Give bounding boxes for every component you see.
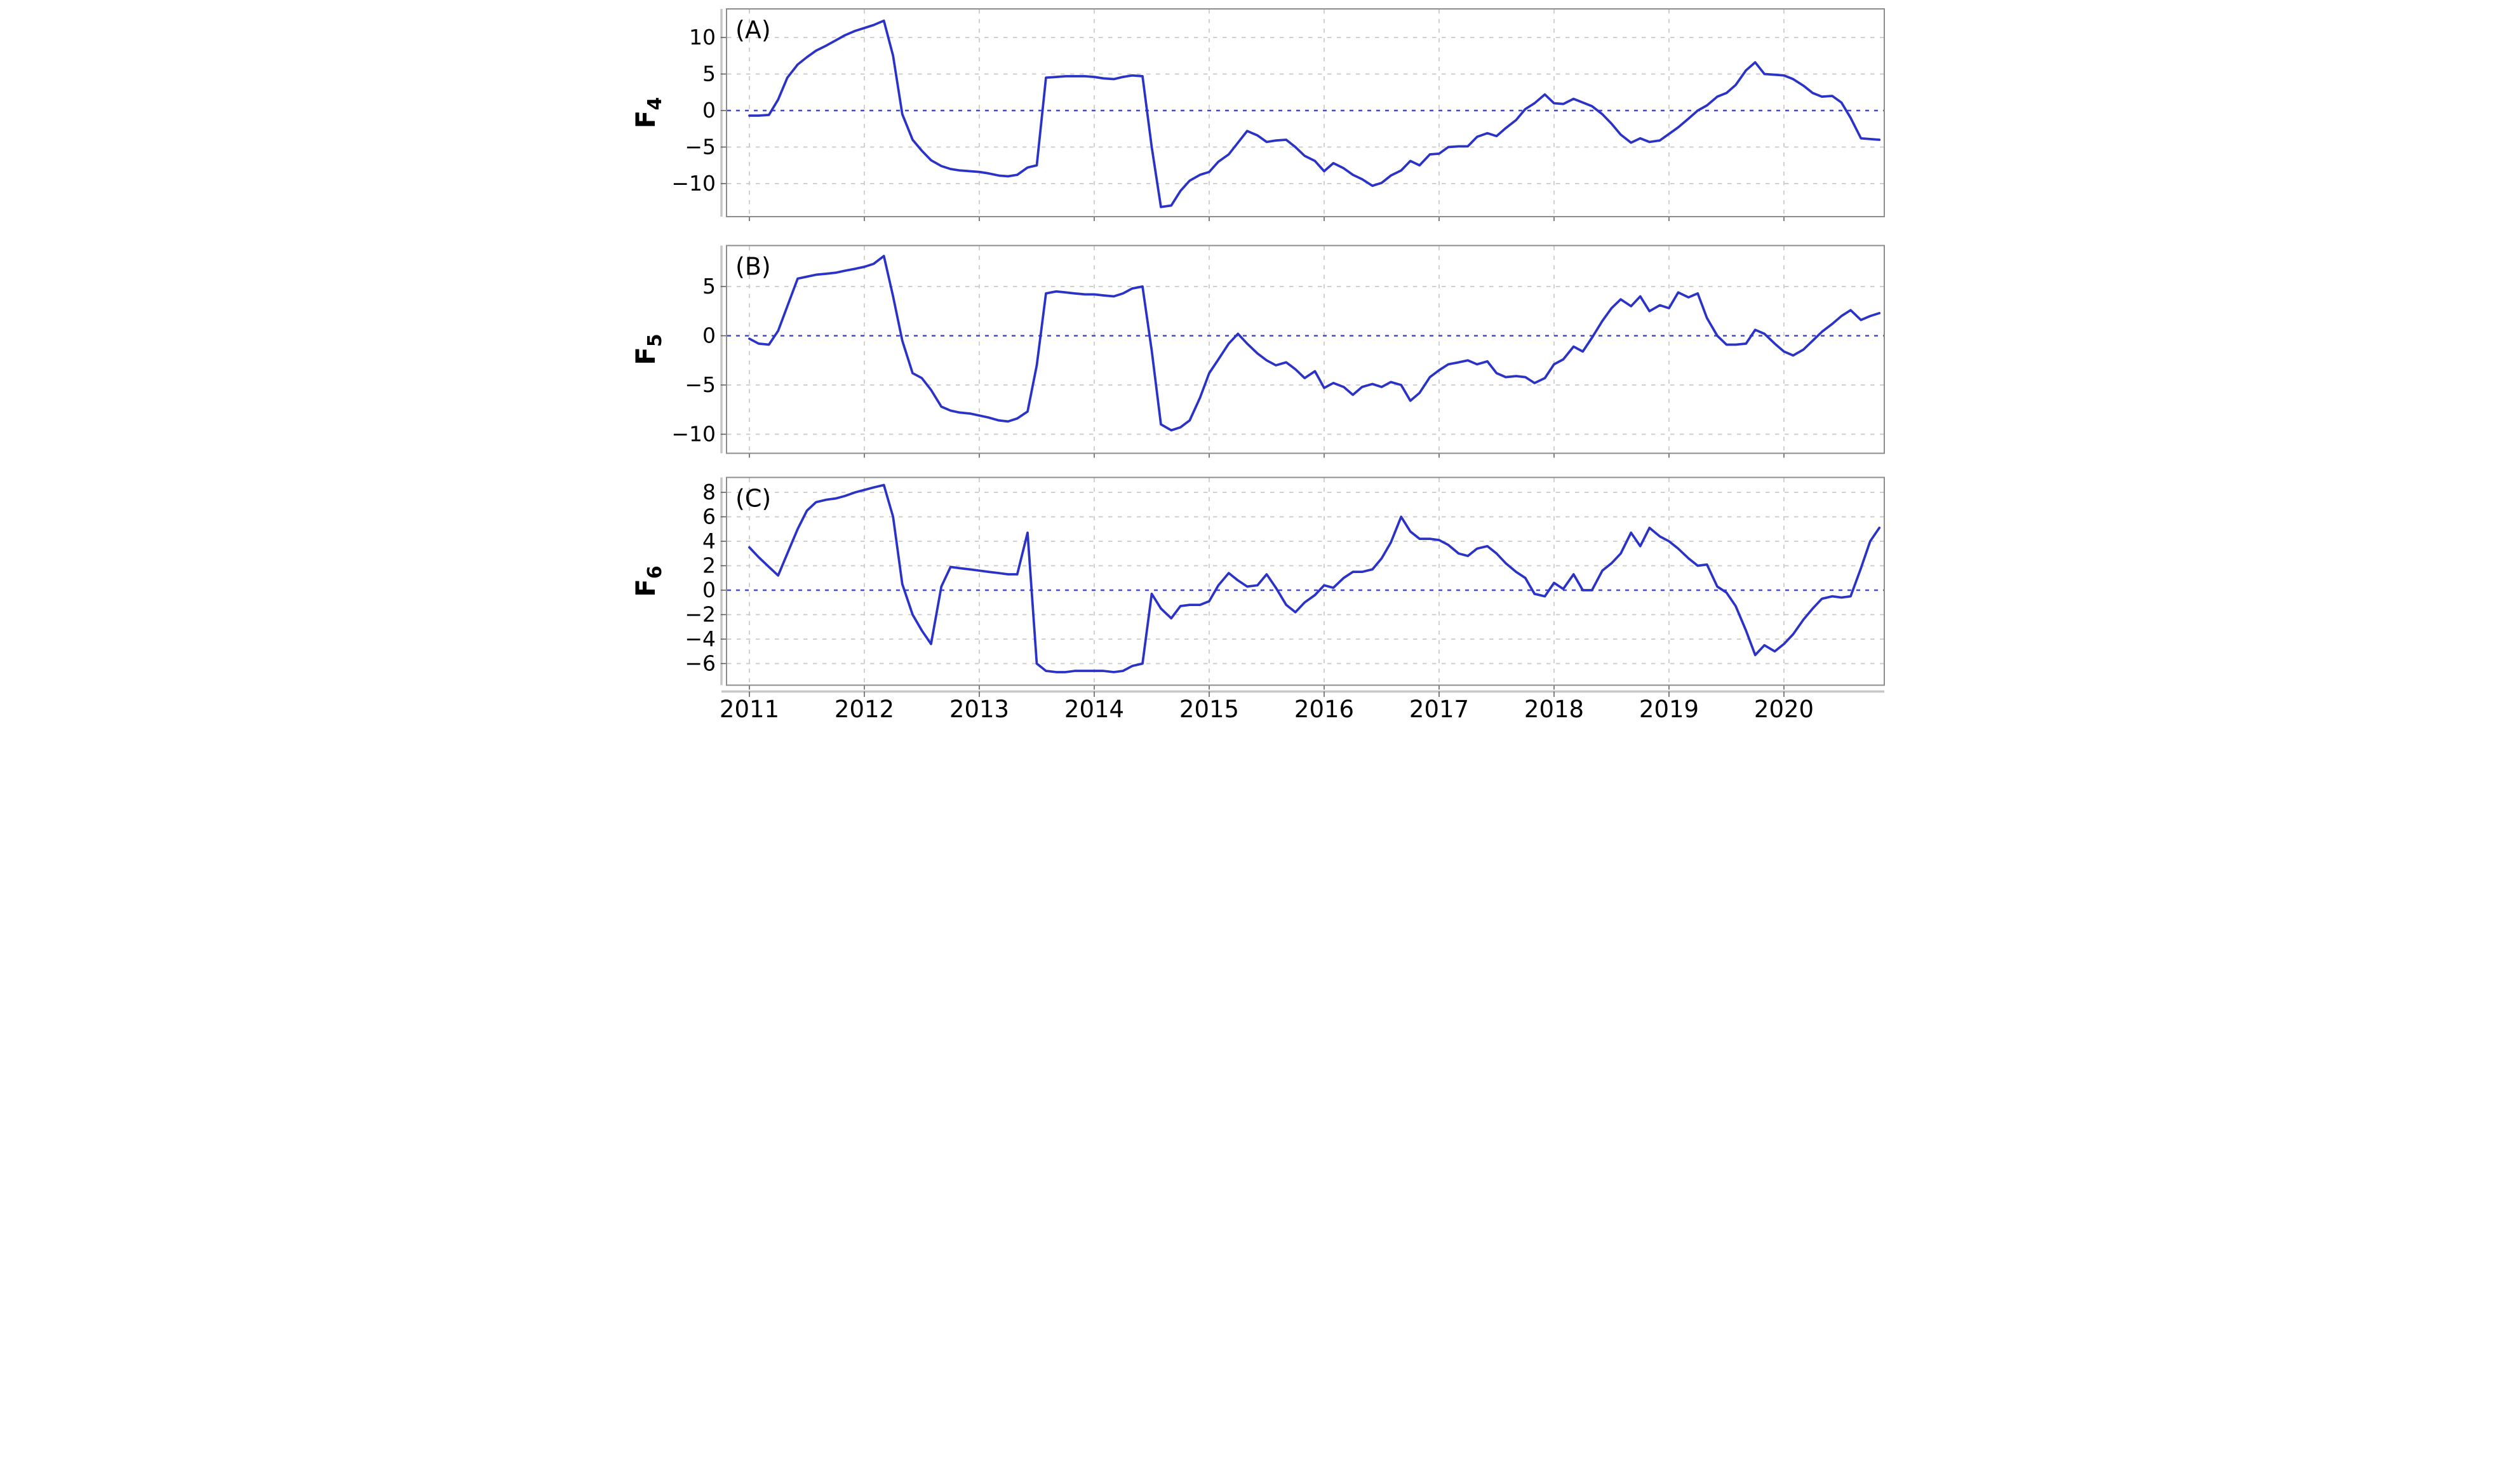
panel-a-ytick-label: 0 [702,98,716,123]
panel-a-border [726,8,1885,217]
panel-c-ytick-label: 2 [702,553,716,578]
panel-b-border [726,245,1885,454]
panel-a-ytick-label: −5 [685,135,716,159]
panel-c-ytick-label: 8 [702,480,716,504]
timeseries-figure: 10 5 0 −5 −10 (A) F4 5 0 −5 −10 (B) F5 8 6 4 2 0 −2 −4 −6 (C)… [630,0,1890,729]
panel-a-data-line [748,19,1881,208]
panel-c-ytick-label: 6 [702,504,716,529]
panel-b-ytick-label: 0 [702,323,716,348]
panel-b-data-line [748,255,1881,432]
x-axis-tick-label-2017: 2017 [1409,696,1469,723]
panel-c-ytick-label: −6 [685,651,716,676]
panel-c-ytick-label: 4 [702,529,716,553]
panel-a-ytick-label: −10 [671,171,716,196]
panel-b-letter-label: (B) [735,253,771,281]
panel-c-data-line [748,483,1881,673]
panel-b-ytick-label: −5 [685,372,716,397]
panel-c-ytick-label: −2 [685,602,716,627]
figure-svg: 1050−5−10(A)F450−5−10(B)F586420−2−4−6(C)… [630,0,1890,729]
x-axis-tick-label-2015: 2015 [1179,696,1239,723]
panel-b-ytick-label: 5 [702,274,716,299]
x-axis-tick-label-2018: 2018 [1524,696,1584,723]
panel-c-ytick-label: −4 [685,626,716,651]
panel-a-y-axis-label: F4 [630,97,666,129]
panel-a-ytick-label: 10 [689,25,716,50]
panel-a-ytick-label: 5 [702,62,716,86]
panel-a-letter-label: (A) [735,16,771,44]
panel-b-y-axis-label: F5 [630,334,666,365]
panel-c-ytick-label: 0 [702,577,716,602]
panel-c-y-axis-label: F6 [630,565,666,597]
x-axis-tick-label-2013: 2013 [949,696,1009,723]
x-axis-tick-label-2012: 2012 [834,696,894,723]
panel-c-border [726,476,1885,686]
x-axis-tick-label-2011: 2011 [720,696,779,723]
x-axis-tick-label-2014: 2014 [1064,696,1124,723]
panel-b-ytick-label: −10 [671,422,716,447]
x-axis-tick-label-2016: 2016 [1294,696,1354,723]
x-axis-tick-label-2020: 2020 [1754,696,1814,723]
x-axis-tick-label-2019: 2019 [1639,696,1699,723]
panel-c-letter-label: (C) [735,485,771,513]
